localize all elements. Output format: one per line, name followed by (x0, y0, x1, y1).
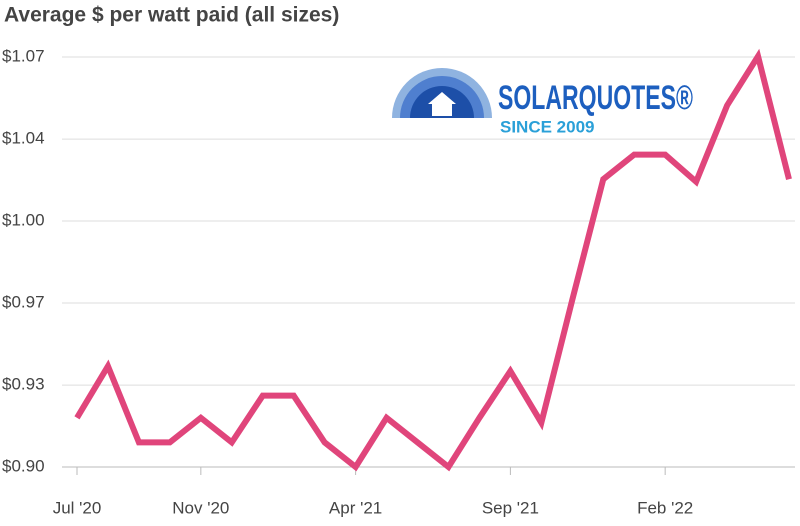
plot: $0.90 $0.93 $0.97 $1.00 $1.04 $1.07 Jul '20 Nov… (2, 46, 795, 517)
x-tick-label: Feb '22 (637, 498, 693, 517)
logo-house (428, 92, 456, 116)
x-tick-label: Sep '21 (482, 498, 539, 517)
y-tick-label: $1.00 (2, 211, 45, 230)
logo: SOLARQUOTES® SINCE 2009 (392, 68, 693, 136)
line-series (74, 48, 792, 472)
y-tick-label: $0.97 (2, 292, 45, 311)
x-tick-label: Apr '21 (329, 498, 382, 517)
logo-tagline: SINCE 2009 (500, 117, 595, 136)
y-tick-label: $1.07 (2, 46, 45, 65)
y-tick-label: $0.90 (2, 456, 45, 475)
logo-name: SOLARQUOTES® (498, 79, 693, 117)
chart-title: Average $ per watt paid (all sizes) (4, 4, 339, 27)
x-tick-label: Jul '20 (53, 498, 102, 517)
x-tick-label: Nov '20 (172, 498, 229, 517)
y-tick-label: $1.04 (2, 129, 45, 148)
y-tick-label: $0.93 (2, 375, 45, 394)
